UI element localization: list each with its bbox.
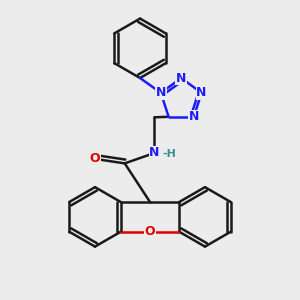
- Text: N: N: [176, 72, 186, 85]
- Text: O: O: [145, 225, 155, 238]
- Text: N: N: [189, 110, 199, 123]
- Text: N: N: [149, 146, 160, 160]
- Text: O: O: [90, 152, 100, 165]
- Text: -H: -H: [163, 148, 177, 159]
- Text: N: N: [196, 86, 207, 99]
- Text: N: N: [156, 86, 166, 99]
